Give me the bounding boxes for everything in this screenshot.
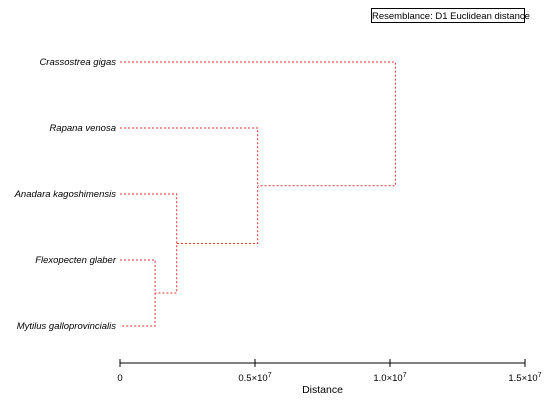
leaf-labels: Crassostrea gigas Rapana venosa Anadara ka… [14,57,117,332]
resemblance-legend: Resemblance: D1 Euclidean distance [371,8,530,23]
tick-label: 1.5×107 [508,372,541,384]
dendrogram-branch [120,259,156,327]
dendrogram-branch [120,127,259,244]
leaf-label: Rapana venosa [49,123,116,134]
tick-label: 1.0×107 [373,372,406,384]
leaf-label: Mytilus galloprovincialis [17,321,117,332]
dendrogram-branch [120,61,396,187]
distance-axis: 0 0.5×107 1.0×107 1.5×107 Distance [117,359,542,396]
leaf-label: Anadara kagoshimensis [14,189,117,200]
tick-label: 0.5×107 [238,372,271,384]
x-axis-title: Distance [302,384,343,396]
dendrogram-branch [120,193,178,294]
dendrogram-branches [120,61,396,327]
leaf-label: Crassostrea gigas [39,57,116,68]
leaf-label: Flexopecten glaber [35,255,117,266]
tick-label: 0 [117,373,122,384]
